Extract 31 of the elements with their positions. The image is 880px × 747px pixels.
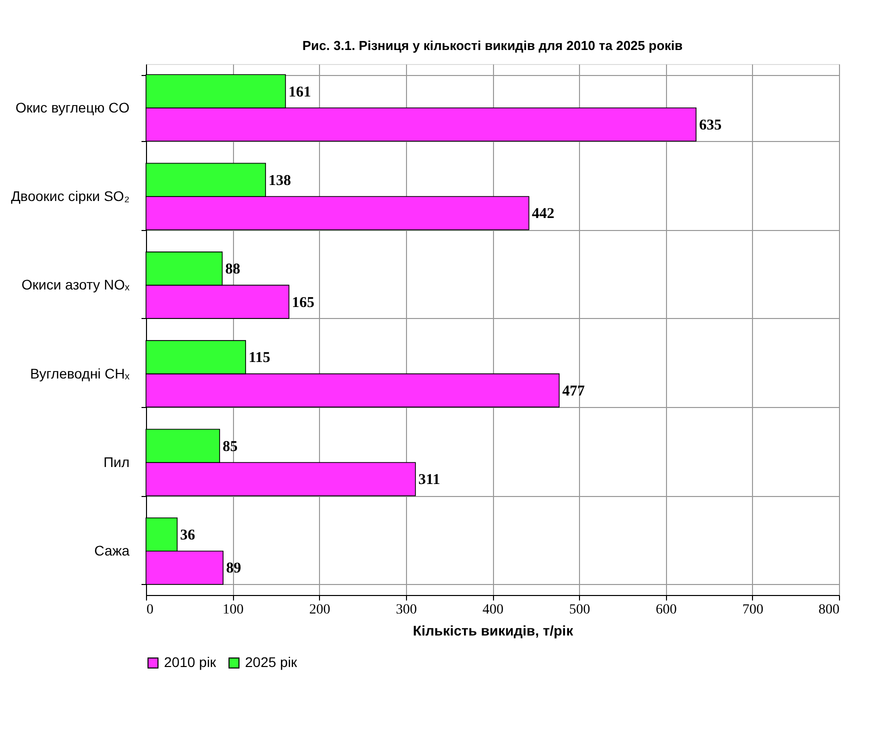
y-tick-label: Окиси азоту NOₓ [22,276,130,293]
data-label: 89 [226,560,242,577]
data-label: 88 [225,262,240,278]
x-axis-title: Кількість викидів, т/рік [412,622,574,638]
x-tick-label: 200 [309,602,330,618]
chart-title: Рис. 3.1. Різниця у кількості викидів для 2010 та 2025 років [302,38,683,53]
y-tick-label: Пил [103,454,130,470]
data-label: 138 [268,172,292,189]
x-tick-label: 700 [742,602,764,618]
legend-label: 2010 рік [164,654,217,670]
data-label: 442 [532,206,554,222]
data-label: 36 [180,528,196,544]
y-tick-label: Окис вуглецю CO [15,99,130,116]
x-tick-label: 400 [482,602,504,618]
data-label: 165 [292,294,314,311]
y-tick-label: Вуглеводні CHₓ [30,365,130,382]
x-tick-label: 100 [222,602,244,618]
data-label: 115 [248,350,270,366]
data-label: 161 [288,84,311,100]
data-label: 311 [418,472,440,488]
x-tick-label: 600 [656,602,677,618]
legend-label: 2025 рік [245,654,298,670]
y-tick-label: Сажа [94,542,130,559]
x-tick-label: 800 [818,602,840,618]
data-label: 635 [699,118,722,134]
data-label: 477 [562,383,586,400]
x-tick-label: 500 [569,602,590,618]
y-tick-label: Двоокис сірки SO₂ [10,188,130,204]
x-tick-label: 0 [146,602,154,618]
x-tick-label: 300 [396,602,417,618]
data-label: 85 [222,438,238,455]
